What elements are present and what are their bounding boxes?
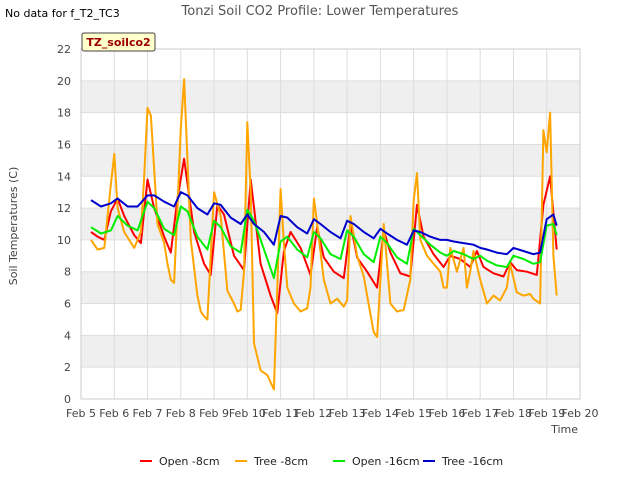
plot-band bbox=[81, 335, 580, 368]
y-tick-label: 0 bbox=[64, 393, 71, 406]
plot-band bbox=[81, 367, 580, 399]
chart-title: Tonzi Soil CO2 Profile: Lower Temperatur… bbox=[181, 4, 459, 19]
x-tick-label: Feb 16 bbox=[428, 407, 465, 420]
y-axis-ticks: 0 2 4 6 8 10 12 14 16 18 20 22 bbox=[57, 43, 71, 406]
y-tick-label: 14 bbox=[57, 170, 71, 183]
y-tick-label: 20 bbox=[57, 75, 71, 88]
y-tick-label: 22 bbox=[57, 43, 71, 56]
x-tick-label: Feb 19 bbox=[528, 407, 565, 420]
x-tick-label: Feb 20 bbox=[562, 407, 599, 420]
x-axis-label: Time bbox=[550, 423, 578, 436]
x-tick-label: Feb 17 bbox=[462, 407, 499, 420]
series-line-tree-16cm bbox=[90, 191, 558, 256]
x-tick-label: Feb 13 bbox=[329, 407, 366, 420]
x-tick-label: Feb 14 bbox=[362, 407, 399, 420]
x-tick-label: Feb 6 bbox=[99, 407, 129, 420]
y-tick-label: 16 bbox=[57, 138, 71, 151]
y-tick-label: 6 bbox=[64, 298, 71, 311]
legend: Open -8cm Tree -8cm Open -16cm Tree -16cm bbox=[140, 455, 503, 468]
y-tick-label: 18 bbox=[57, 107, 71, 120]
plot-bands bbox=[81, 49, 580, 399]
y-tick-label: 8 bbox=[64, 266, 71, 279]
plot-band bbox=[81, 112, 580, 145]
y-axis-label: Soil Temperatures (C) bbox=[7, 167, 20, 286]
x-tick-label: Feb 15 bbox=[395, 407, 432, 420]
badge-text: TZ_soilco2 bbox=[86, 36, 150, 49]
legend-label: Tree -16cm bbox=[441, 455, 503, 468]
x-tick-label: Feb 18 bbox=[495, 407, 532, 420]
plot-frame bbox=[80, 48, 581, 400]
legend-label: Tree -8cm bbox=[253, 455, 308, 468]
y-tick-label: 4 bbox=[64, 329, 71, 342]
y-tick-label: 12 bbox=[57, 202, 71, 215]
no-data-message: No data for f_T2_TC3 bbox=[5, 7, 120, 20]
series-line-tree-8cm bbox=[90, 78, 558, 391]
legend-label: Open -8cm bbox=[159, 455, 220, 468]
plot-band bbox=[81, 144, 580, 177]
plot-band bbox=[81, 80, 580, 113]
x-tick-label: Feb 11 bbox=[262, 407, 299, 420]
plot-band bbox=[81, 49, 580, 81]
plot-band bbox=[81, 303, 580, 336]
x-tick-label: Feb 8 bbox=[166, 407, 196, 420]
legend-label: Open -16cm bbox=[352, 455, 420, 468]
y-tick-label: 10 bbox=[57, 234, 71, 247]
plot-band bbox=[81, 271, 580, 304]
x-tick-label: Feb 7 bbox=[133, 407, 163, 420]
x-tick-label: Feb 9 bbox=[199, 407, 229, 420]
x-tick-label: Feb 5 bbox=[66, 407, 96, 420]
y-tick-label: 2 bbox=[64, 361, 71, 374]
series-line-open-16cm bbox=[90, 200, 558, 280]
tz-soilco2-badge: TZ_soilco2 bbox=[81, 32, 156, 52]
badge-box bbox=[81, 32, 156, 52]
series-lines bbox=[90, 78, 558, 391]
x-tick-label: Feb 12 bbox=[295, 407, 332, 420]
x-tick-label: Feb 10 bbox=[229, 407, 266, 420]
